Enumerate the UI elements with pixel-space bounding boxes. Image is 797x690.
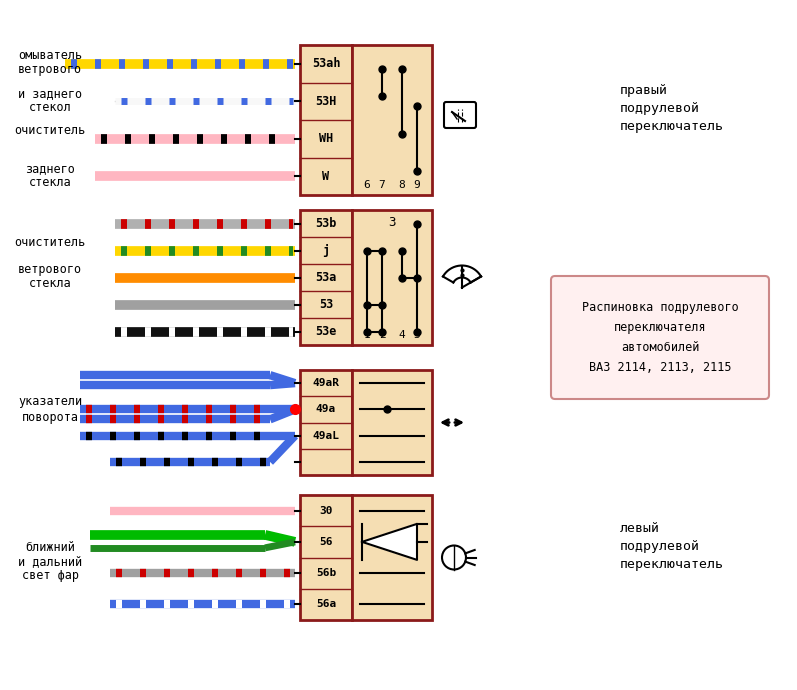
Text: указатели: указатели [18, 395, 82, 408]
Text: 5: 5 [414, 330, 420, 340]
FancyBboxPatch shape [352, 210, 432, 345]
Text: 7: 7 [379, 180, 386, 190]
Text: левый
подрулевой
переключатель: левый подрулевой переключатель [620, 522, 724, 571]
Text: ветрового: ветрового [18, 63, 82, 77]
Text: очиститель: очиститель [14, 236, 85, 249]
FancyBboxPatch shape [551, 276, 769, 399]
Text: 53ah: 53ah [312, 57, 340, 70]
Text: 56a: 56a [316, 600, 336, 609]
Text: 8: 8 [398, 180, 406, 190]
Text: 49a: 49a [316, 404, 336, 415]
Text: стекол: стекол [29, 101, 72, 114]
Text: 53a: 53a [316, 271, 336, 284]
Text: 56b: 56b [316, 568, 336, 578]
Text: 6: 6 [363, 180, 371, 190]
Text: и дальний: и дальний [18, 555, 82, 568]
Text: ближний: ближний [25, 541, 75, 554]
Text: 53e: 53e [316, 325, 336, 338]
Text: омыватель: омыватель [18, 49, 82, 62]
FancyBboxPatch shape [352, 45, 432, 195]
Text: 2: 2 [379, 330, 386, 340]
Text: 30: 30 [320, 506, 333, 515]
Text: правый
подрулевой
переключатель: правый подрулевой переключатель [620, 83, 724, 132]
Text: ветрового: ветрового [18, 263, 82, 276]
FancyBboxPatch shape [352, 370, 432, 475]
FancyBboxPatch shape [300, 210, 352, 345]
Text: 3: 3 [388, 215, 396, 228]
FancyBboxPatch shape [300, 495, 352, 620]
Text: 53b: 53b [316, 217, 336, 230]
Text: 1: 1 [363, 330, 371, 340]
FancyBboxPatch shape [300, 370, 352, 475]
Polygon shape [362, 524, 417, 560]
Text: 56: 56 [320, 537, 333, 547]
Text: j: j [323, 244, 330, 257]
Text: Распиновка подрулевого
переключателя
автомобилей
ВАЗ 2114, 2113, 2115: Распиновка подрулевого переключателя авт… [582, 301, 738, 374]
FancyBboxPatch shape [300, 45, 352, 195]
Text: стекла: стекла [29, 277, 72, 290]
Text: 49aL: 49aL [312, 431, 340, 441]
Text: 53: 53 [319, 298, 333, 311]
FancyBboxPatch shape [444, 102, 476, 128]
Text: 49aR: 49aR [312, 378, 340, 388]
Text: стекла: стекла [29, 176, 72, 189]
Text: заднего: заднего [25, 161, 75, 175]
Text: 9: 9 [414, 180, 420, 190]
Text: 53H: 53H [316, 95, 336, 108]
Text: WH: WH [319, 132, 333, 146]
Text: очиститель: очиститель [14, 124, 85, 137]
Text: свет фар: свет фар [22, 569, 78, 582]
Text: поворота: поворота [22, 411, 78, 424]
FancyBboxPatch shape [352, 495, 432, 620]
Text: 4: 4 [398, 330, 406, 340]
Text: и заднего: и заднего [18, 87, 82, 100]
Text: W: W [323, 170, 330, 183]
